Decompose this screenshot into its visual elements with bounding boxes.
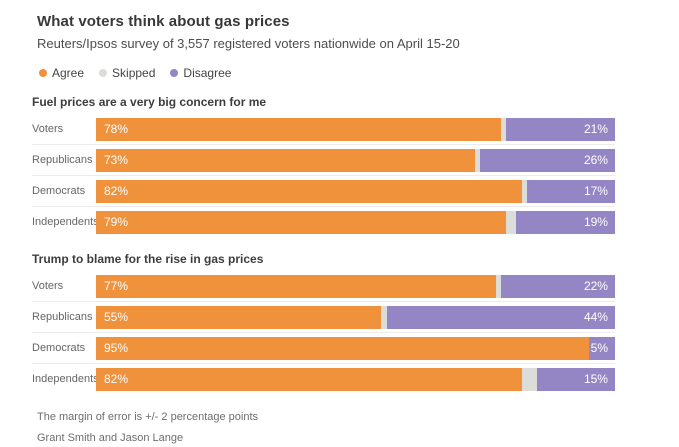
bar-row: Democrats 82% 17%: [32, 176, 615, 207]
legend-item-agree: Agree: [39, 66, 84, 80]
legend-label: Skipped: [112, 66, 156, 80]
agree-bar-segment: 78%: [96, 117, 501, 141]
row-label: Voters: [32, 280, 64, 292]
bar-track: 77% 22%: [96, 274, 615, 298]
agree-bar-segment: 82%: [96, 367, 522, 391]
row-label: Republicans: [32, 311, 93, 323]
agree-bar-segment: 73%: [96, 148, 475, 172]
disagree-bar-segment: 15%: [537, 367, 615, 391]
bar-row: Republicans 73% 26%: [32, 145, 615, 176]
bar-row: Independents 79% 19%: [32, 207, 615, 237]
bar-row: Voters 78% 21%: [32, 114, 615, 145]
chart-section: Fuel prices are a very big concern for m…: [32, 95, 615, 237]
section-title: Trump to blame for the rise in gas price…: [32, 252, 264, 266]
bar-track: 95% 5%: [96, 336, 615, 360]
chart-header: What voters think about gas prices Reute…: [37, 13, 615, 51]
disagree-bar-segment: 22%: [500, 274, 615, 298]
legend-item-disagree: Disagree: [170, 66, 231, 80]
agree-bar-segment: 82%: [96, 179, 522, 203]
row-label: Democrats: [32, 342, 86, 354]
page-title: What voters think about gas prices: [37, 13, 290, 30]
legend-item-skipped: Skipped: [99, 66, 155, 80]
legend-label: Agree: [52, 66, 85, 80]
row-label: Republicans: [32, 154, 93, 166]
disagree-bar-segment: 5%: [589, 336, 615, 360]
disagree-bar-segment: 26%: [480, 148, 615, 172]
skipped-bar-segment: [506, 210, 517, 234]
disagree-bar-segment: 17%: [526, 179, 615, 203]
bar-track: 78% 21%: [96, 117, 615, 141]
bar-track: 55% 44%: [96, 305, 615, 329]
row-label: Voters: [32, 123, 64, 135]
legend-dot-skipped-icon: [99, 69, 108, 77]
agree-bar-segment: 77%: [96, 274, 496, 298]
agree-bar-segment: 79%: [96, 210, 506, 234]
skipped-bar-segment: [381, 305, 387, 329]
bar-row: Republicans 55% 44%: [32, 302, 615, 333]
chart-footer: The margin of error is +/- 2 percentage …: [37, 411, 615, 444]
skipped-bar-segment: [521, 367, 538, 391]
bar-row: Independents 82% 15%: [32, 364, 615, 394]
skipped-bar-segment: [474, 148, 481, 172]
row-label: Democrats: [32, 185, 86, 197]
section-title: Fuel prices are a very big concern for m…: [32, 95, 267, 109]
row-label: Independents: [32, 216, 96, 228]
disagree-bar-segment: 21%: [506, 117, 615, 141]
skipped-bar-segment: [500, 117, 506, 141]
agree-bar-segment: 55%: [96, 305, 382, 329]
chart-section: Trump to blame for the rise in gas price…: [32, 252, 615, 394]
bar-row: Democrats 95% 5%: [32, 333, 615, 364]
bar-track: 79% 19%: [96, 210, 615, 234]
agree-bar-segment: 95%: [96, 336, 590, 360]
skipped-bar-segment: [521, 179, 527, 203]
bar-track: 82% 15%: [96, 367, 615, 391]
bar-track: 82% 17%: [96, 179, 615, 203]
disagree-bar-segment: 19%: [516, 210, 615, 234]
margin-of-error-note: The margin of error is +/- 2 percentage …: [37, 411, 259, 423]
skipped-bar-segment: [495, 274, 501, 298]
disagree-bar-segment: 44%: [386, 305, 615, 329]
charts: Fuel prices are a very big concern for m…: [32, 95, 615, 394]
legend-label: Disagree: [183, 66, 232, 80]
legend-dot-agree-icon: [39, 69, 47, 77]
chart-subtitle: Reuters/Ipsos survey of 3,557 registered…: [37, 36, 460, 51]
bar-row: Voters 77% 22%: [32, 271, 615, 302]
bar-track: 73% 26%: [96, 148, 615, 172]
legend: Agree Skipped Disagree: [39, 66, 679, 80]
row-label: Independents: [32, 373, 96, 385]
legend-dot-disagree-icon: [170, 69, 179, 77]
